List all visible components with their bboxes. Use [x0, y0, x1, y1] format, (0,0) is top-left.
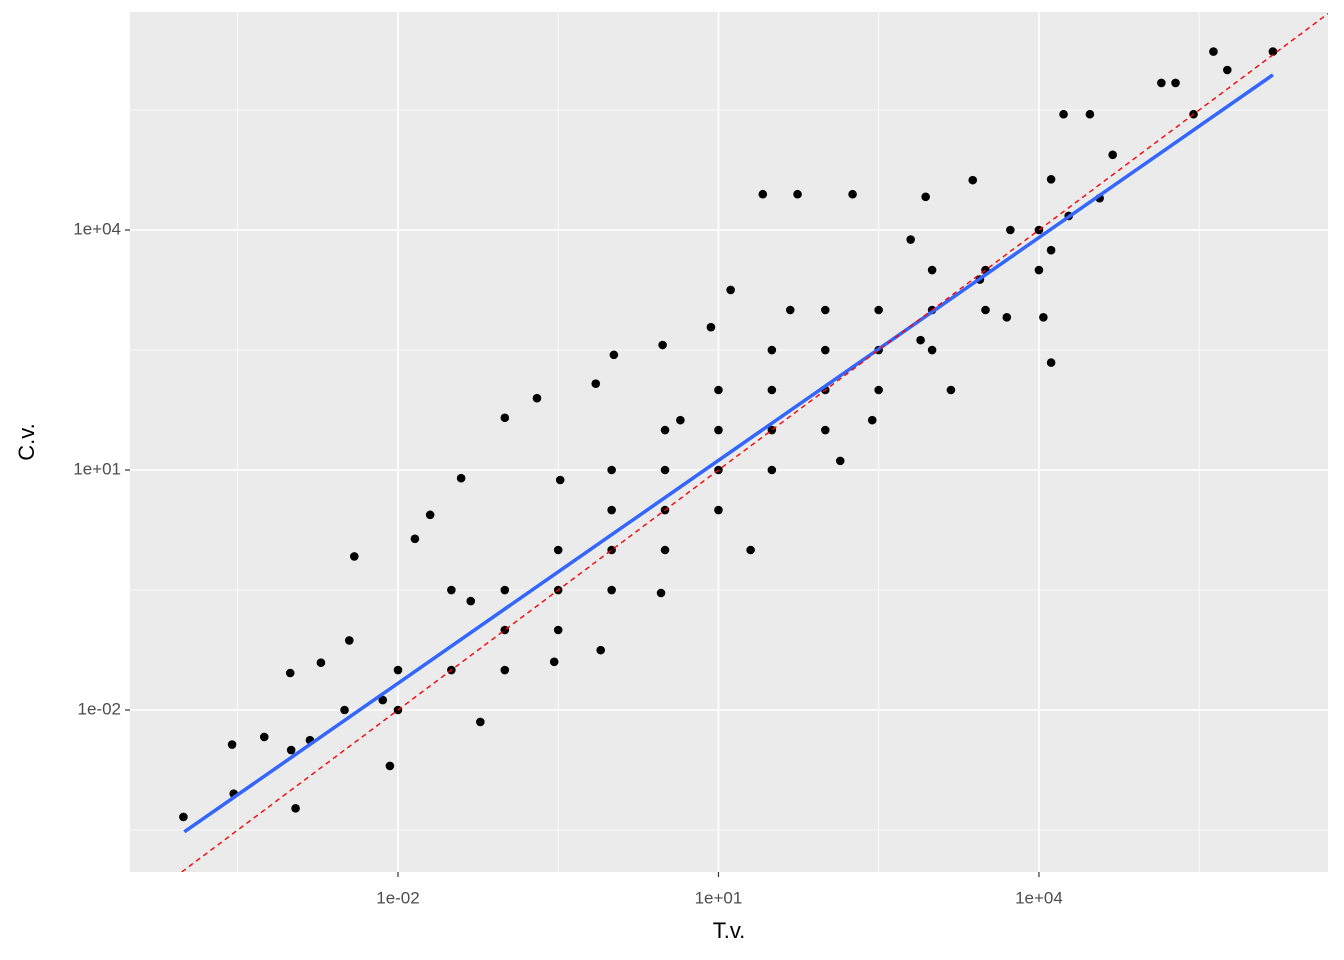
- point: [316, 658, 326, 668]
- point: [848, 189, 857, 199]
- point: [1268, 47, 1278, 56]
- point: [291, 804, 300, 813]
- point: [927, 265, 937, 275]
- point: [607, 505, 616, 515]
- point: [676, 415, 685, 425]
- point: [500, 665, 510, 675]
- point: [607, 465, 616, 475]
- point: [1059, 109, 1068, 119]
- point: [767, 345, 777, 355]
- point: [706, 322, 716, 332]
- point: [658, 340, 667, 350]
- point: [714, 505, 723, 515]
- point: [596, 645, 606, 655]
- point: [227, 740, 237, 749]
- point: [553, 545, 563, 555]
- point: [476, 717, 485, 727]
- point: [921, 192, 930, 202]
- grid: [130, 12, 1328, 872]
- point: [946, 385, 956, 395]
- point: [410, 534, 420, 544]
- point: [981, 305, 990, 315]
- y-axis-title: C.v.: [14, 423, 39, 460]
- x-tick-label: 1e-02: [376, 888, 419, 907]
- point: [393, 665, 403, 675]
- marks: [179, 12, 1328, 872]
- point: [726, 285, 735, 295]
- point: [500, 413, 510, 423]
- y-tick-label: 1e-02: [78, 699, 121, 718]
- point: [344, 636, 354, 645]
- point: [927, 345, 937, 355]
- point: [874, 385, 883, 395]
- point: [1046, 245, 1056, 255]
- point: [425, 510, 435, 520]
- point: [968, 175, 978, 185]
- point: [555, 475, 565, 485]
- point: [660, 545, 670, 555]
- y-tick-label: 1e+04: [73, 219, 121, 238]
- point: [466, 596, 476, 606]
- point: [785, 305, 795, 315]
- point: [447, 585, 456, 595]
- point: [793, 189, 802, 199]
- point: [532, 393, 542, 403]
- fit-line: [183, 73, 1274, 834]
- point: [1034, 265, 1044, 275]
- point: [660, 465, 670, 475]
- point: [1085, 109, 1095, 119]
- point: [1046, 358, 1056, 367]
- point: [820, 345, 830, 355]
- point: [820, 425, 830, 435]
- point: [874, 305, 883, 315]
- point: [1039, 313, 1048, 322]
- point: [553, 625, 563, 635]
- point: [591, 379, 601, 388]
- point: [714, 425, 723, 435]
- point: [867, 415, 877, 425]
- point: [609, 350, 619, 360]
- x-axis-title: T.v.: [713, 918, 746, 943]
- point: [340, 705, 349, 715]
- point: [714, 385, 723, 395]
- point: [456, 473, 466, 483]
- y-tick-label: 1e+01: [73, 459, 121, 478]
- reference-line: [181, 12, 1328, 872]
- point: [656, 588, 666, 598]
- point: [767, 385, 777, 395]
- point: [1223, 65, 1232, 75]
- point: [1171, 78, 1180, 88]
- x-tick-label: 1e+04: [1015, 888, 1063, 907]
- point: [1046, 175, 1056, 184]
- point: [500, 585, 510, 595]
- point: [767, 465, 777, 475]
- point: [285, 668, 295, 678]
- point: [1108, 150, 1117, 160]
- point: [549, 657, 559, 667]
- point: [1209, 47, 1218, 56]
- point: [758, 189, 768, 199]
- point: [835, 456, 845, 466]
- point: [916, 335, 925, 345]
- point: [1006, 225, 1015, 235]
- point: [179, 812, 188, 822]
- point: [820, 305, 830, 315]
- point: [607, 585, 616, 595]
- point: [378, 695, 388, 705]
- point: [286, 745, 296, 755]
- point: [385, 761, 395, 771]
- point: [350, 552, 359, 561]
- point: [1002, 313, 1012, 322]
- point: [660, 425, 670, 435]
- point: [1157, 78, 1166, 88]
- point: [259, 732, 269, 742]
- x-tick-label: 1e+01: [695, 888, 743, 907]
- point: [906, 235, 915, 244]
- point: [746, 545, 755, 555]
